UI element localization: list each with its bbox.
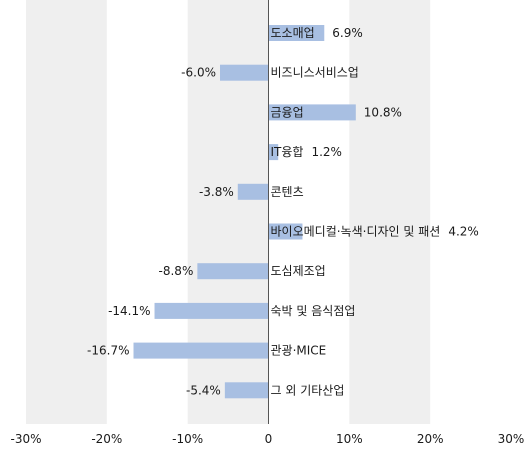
category-label-4: 콘텐츠: [271, 185, 304, 199]
bar-7: [154, 302, 269, 319]
category-label-8: 관광·MICE: [271, 344, 327, 358]
value-label-8: -16.7%: [87, 344, 129, 358]
category-label-3: IT융합: [271, 145, 304, 159]
category-label-0: 도소매업: [271, 26, 315, 40]
x-tick-label-2: -10%: [172, 432, 203, 446]
bar-5: [268, 223, 303, 240]
x-tick-label-1: -20%: [91, 432, 122, 446]
category-label-2: 금융업: [271, 105, 304, 119]
x-tick-label-3: 0: [265, 432, 273, 446]
x-tick-label-0: -30%: [10, 432, 41, 446]
bar-1: [220, 64, 269, 81]
x-tick-label-5: 20%: [417, 432, 444, 446]
bar-0: [268, 25, 325, 41]
bar-series: [133, 25, 356, 399]
background-bands: [26, 0, 431, 424]
bar-4: [237, 183, 269, 200]
bar-8: [133, 342, 269, 359]
grid-band-0: [26, 0, 107, 424]
bar-6: [197, 263, 269, 280]
value-label-2: 10.8%: [364, 105, 402, 119]
value-label-1: -6.0%: [181, 66, 216, 80]
value-label-5: 4.2%: [448, 225, 479, 239]
bar-9: [224, 382, 269, 399]
value-label-9: -5.4%: [186, 383, 221, 397]
category-label-5: 바이오메디컬·녹색·디자인 및 패션: [271, 225, 441, 239]
grid-band-2: [187, 0, 269, 424]
category-label-7: 숙박 및 음식점업: [271, 304, 356, 318]
value-label-0: 6.9%: [332, 26, 363, 40]
value-labels: 6.9% -6.0% 10.8% 1.2% -3.8% 4.2% -8.8% -14.1% -1…: [87, 26, 479, 397]
x-tick-label-6: 30%: [498, 432, 524, 446]
bar-3: [268, 144, 279, 161]
value-label-6: -8.8%: [159, 264, 194, 278]
category-label-6: 도심제조업: [271, 264, 326, 278]
category-label-1: 비즈니스서비스업: [271, 66, 359, 80]
bar-2: [268, 104, 356, 121]
value-label-7: -14.1%: [108, 304, 150, 318]
x-tick-label-4: 10%: [336, 432, 363, 446]
x-axis-tick-labels: -30% -20% -10% 0 10% 20% 30%: [10, 432, 524, 446]
grid-band-4: [349, 0, 431, 424]
value-label-4: -3.8%: [199, 185, 234, 199]
category-label-9: 그 외 기타산업: [271, 383, 345, 397]
value-label-3: 1.2%: [311, 145, 342, 159]
